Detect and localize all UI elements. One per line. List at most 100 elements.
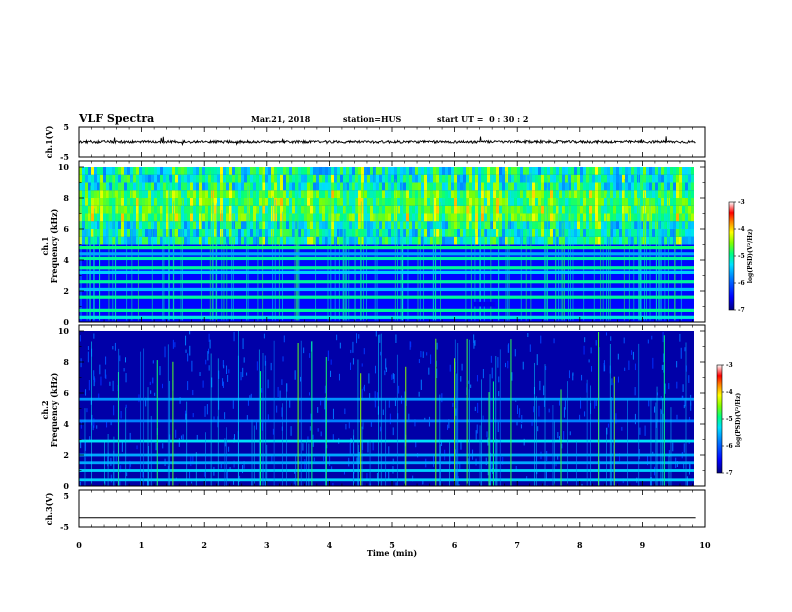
ch1-spectrogram-cell xyxy=(481,167,484,175)
ch2-noise-speckle xyxy=(303,347,305,354)
ch1-spectrogram-cell xyxy=(595,229,598,237)
ch1-spectrogram-cell xyxy=(313,182,316,191)
ch1-spectrogram-cell xyxy=(202,182,205,191)
ch1-spectrogram-cell xyxy=(355,229,358,237)
ch1-spectrogram-cell xyxy=(556,229,559,237)
ch1-spectrogram-cell xyxy=(610,198,613,206)
ch1-spectrogram-cell xyxy=(91,167,94,175)
ch1-spectrogram-cell xyxy=(691,198,694,206)
ch1-spectrogram-cell xyxy=(538,182,541,191)
ch1-spectrogram-cell xyxy=(268,236,271,245)
ch1-spectrogram-cell xyxy=(322,190,325,198)
ch1-spectrogram-cell xyxy=(430,205,433,214)
ch1-spectrogram-cell xyxy=(301,213,304,222)
ch1-spectrogram-cell xyxy=(379,198,382,206)
ch1-spectrogram-cell xyxy=(448,198,451,206)
ch1-spectrogram-cell xyxy=(499,205,502,214)
ch1-spectrogram-cell xyxy=(466,236,469,245)
ch2-noise-speckle xyxy=(196,434,198,440)
ch1-spectrogram-cell xyxy=(493,221,496,229)
ch1-spectrogram-cell xyxy=(586,213,589,222)
ch1-spectrogram-cell xyxy=(109,190,112,198)
ch1-spectrogram-cell xyxy=(565,213,568,222)
ch1-spectrogram-cell xyxy=(691,236,694,245)
ch1-spectrogram-cell xyxy=(556,174,559,183)
ch1-spectrogram-cell xyxy=(262,205,265,214)
ch1-spectrogram-cell xyxy=(169,190,172,198)
ch1-spectrogram-cell xyxy=(613,213,616,222)
ch1-spectrogram-cell xyxy=(286,213,289,222)
ch1-spectrogram-cell xyxy=(457,229,460,237)
ch2-noise-speckle xyxy=(391,374,393,380)
ch2-noise-speckle xyxy=(364,384,366,392)
ch1-spectrogram-cell xyxy=(346,198,349,206)
ch2-noise-speckle xyxy=(514,349,516,357)
ch1-spectrogram-cell xyxy=(163,221,166,229)
ch2-noise-speckle xyxy=(149,381,151,385)
ch1-spectrogram-cell xyxy=(565,174,568,183)
ch1-spectrogram-cell xyxy=(97,213,100,222)
ch2-spectral-band xyxy=(79,397,694,401)
ch1-spectrogram-cell xyxy=(313,229,316,237)
ch1-spectrogram-cell xyxy=(358,229,361,237)
ch1-spectrogram-cell xyxy=(550,221,553,229)
ch1-spectrogram-cell xyxy=(625,229,628,237)
ch1-spectrogram-cell xyxy=(202,229,205,237)
ch1-spectrogram-cell xyxy=(148,198,151,206)
ch1-spectrogram-cell xyxy=(427,190,430,198)
ch2-noise-speckle xyxy=(324,385,326,394)
ch1-spectrogram-cell xyxy=(580,205,583,214)
ch2-noise-speckle xyxy=(654,406,656,413)
ch1-spectrogram-cell xyxy=(433,213,436,222)
ch1-spectrogram-cell xyxy=(238,221,241,229)
ch1-spectrogram-cell xyxy=(115,236,118,245)
ch1-spectrogram-cell xyxy=(556,167,559,175)
ch2-noise-speckle xyxy=(123,368,125,372)
ch1-spectrogram-cell xyxy=(298,167,301,175)
ch1-spectrogram-cell xyxy=(250,190,253,198)
ch1-spectrogram-cell xyxy=(352,205,355,214)
ch1-spectrogram-cell xyxy=(682,205,685,214)
ch1-spectrogram-cell xyxy=(427,167,430,175)
ch1-spectrogram-cell xyxy=(619,205,622,214)
ch1-spectrogram-cell xyxy=(589,213,592,222)
ch1-spectrogram-cell xyxy=(580,221,583,229)
ch1-spectrogram-cell xyxy=(676,190,679,198)
ch1-spectrogram-cell xyxy=(529,221,532,229)
ch1-spectrogram-cell xyxy=(679,229,682,237)
ch1-spectrogram-cell xyxy=(439,174,442,183)
ch1-spectrogram-cell xyxy=(640,213,643,222)
ch1-spectrogram-cell xyxy=(511,221,514,229)
ch1-spectrogram-cell xyxy=(223,213,226,222)
ch1-spectrogram-cell xyxy=(211,174,214,183)
ch1-spectrogram-cell xyxy=(301,198,304,206)
ch1-spectrogram-cell xyxy=(391,182,394,191)
ch1-spectrogram-cell xyxy=(652,213,655,222)
ch1-spectrogram-cell xyxy=(100,221,103,229)
ch1-spectrogram-cell xyxy=(367,198,370,206)
ch1-spectrogram-cell xyxy=(586,198,589,206)
ch2-noise-speckle xyxy=(634,413,636,425)
ch1-spectral-band xyxy=(79,295,694,299)
ch1-spectrogram-cell xyxy=(496,229,499,237)
ch1-spectrogram-cell xyxy=(421,236,424,245)
ch1-spectrogram-cell xyxy=(325,167,328,175)
ch1-spectrogram-cell xyxy=(319,213,322,222)
ch1-spectrogram-cell xyxy=(526,229,529,237)
ch1-spectrogram-cell xyxy=(625,213,628,222)
ch1-spectrogram-cell xyxy=(304,167,307,175)
ch1-spectrogram-cell xyxy=(181,182,184,191)
ch1-spectrogram-cell xyxy=(190,205,193,214)
ch1-spectrogram-cell xyxy=(613,174,616,183)
ch1-spectrogram-cell xyxy=(280,167,283,175)
ch1-spectrogram-cell xyxy=(370,205,373,214)
ch1-spectrogram-cell xyxy=(397,236,400,245)
ch1-spectrogram-cell xyxy=(322,205,325,214)
ch1-spectrogram-cell xyxy=(208,236,211,245)
ch1-spectrogram-cell xyxy=(523,182,526,191)
ch1-spectrogram-cell xyxy=(316,205,319,214)
ch1-spectrogram-cell xyxy=(403,174,406,183)
ch1-spectrogram-cell xyxy=(388,229,391,237)
ch1-spectrogram-cell xyxy=(661,205,664,214)
ch1-spectrogram-cell xyxy=(523,229,526,237)
